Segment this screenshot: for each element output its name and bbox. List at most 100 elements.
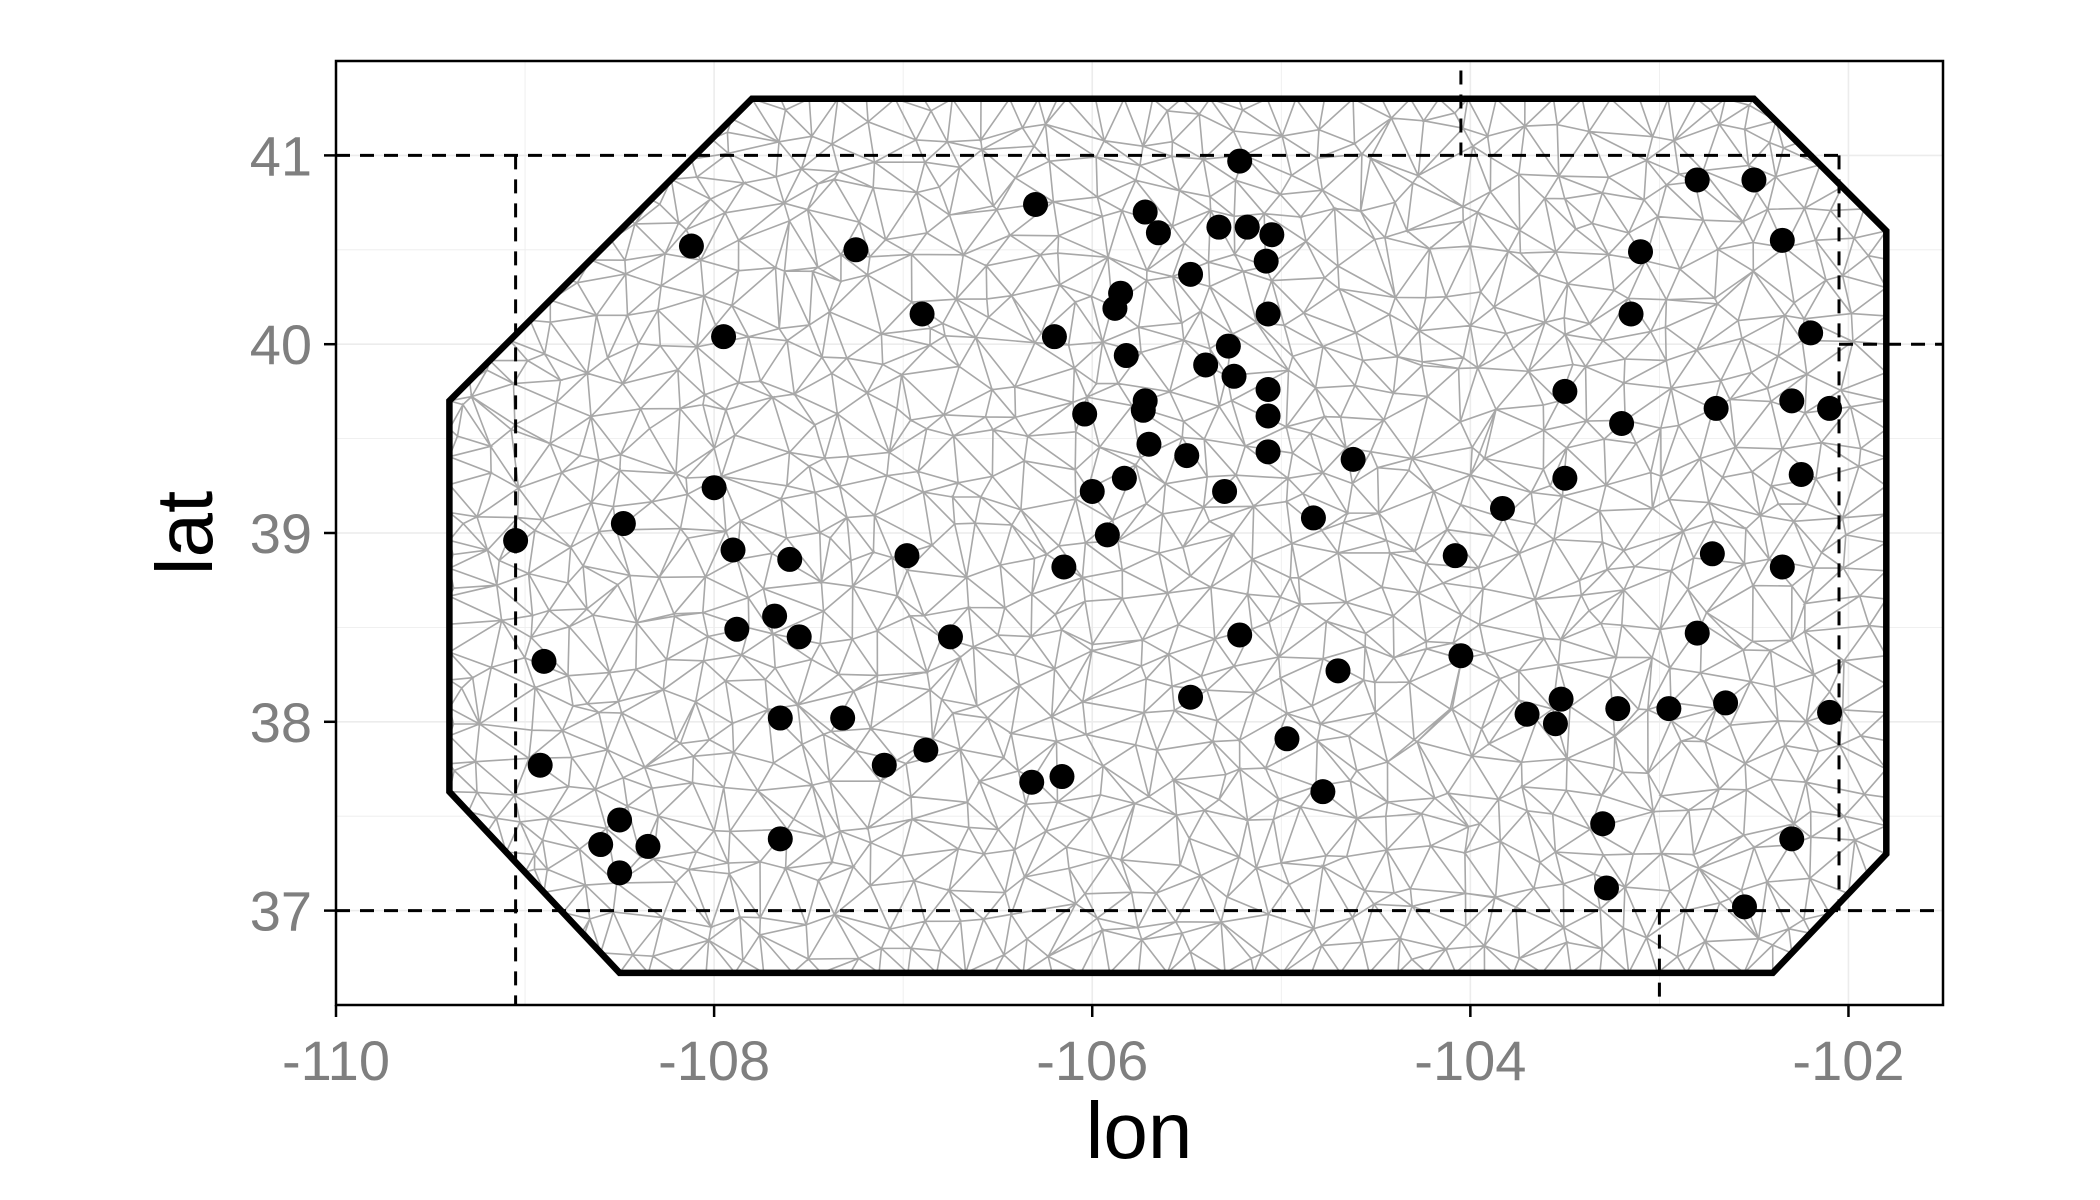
x-tick-label: -106 — [1036, 1029, 1148, 1092]
x-tick-label: -102 — [1792, 1029, 1904, 1092]
triangulation-mesh — [446, 95, 1889, 976]
data-point — [720, 537, 746, 563]
x-axis-title: lon — [1086, 1086, 1193, 1175]
mesh-boundary — [446, 95, 1890, 977]
y-tick-label: 37 — [250, 880, 312, 943]
data-point — [1713, 690, 1739, 716]
data-point — [767, 705, 793, 731]
data-point — [786, 624, 812, 650]
data-point — [1684, 620, 1710, 646]
axes: -110 -108 -106 -104 -102 37 38 39 40 41 — [250, 124, 1905, 1092]
data-point — [1227, 148, 1253, 174]
data-point — [1788, 461, 1814, 487]
data-point — [1215, 333, 1241, 359]
mesh-edges — [446, 95, 1889, 976]
data-point — [701, 475, 727, 501]
data-point — [1274, 726, 1300, 752]
x-tick-label: -110 — [282, 1029, 390, 1092]
data-point — [1442, 543, 1468, 569]
data-point — [1817, 395, 1843, 421]
y-tick-label: 39 — [250, 502, 312, 565]
data-point — [1255, 301, 1281, 327]
data-point — [1552, 378, 1578, 404]
data-point — [1300, 505, 1326, 531]
data-point — [909, 301, 935, 327]
data-point — [1212, 478, 1238, 504]
data-point — [1448, 643, 1474, 669]
data-point — [1132, 199, 1158, 225]
data-point — [1227, 622, 1253, 648]
x-tick-label: -108 — [658, 1029, 770, 1092]
data-point — [1593, 875, 1619, 901]
data-point — [871, 752, 897, 778]
data-point — [711, 324, 737, 350]
data-point — [1628, 239, 1654, 265]
data-point — [1094, 522, 1120, 548]
data-point — [607, 860, 633, 886]
data-point — [777, 546, 803, 572]
data-point — [1779, 826, 1805, 852]
data-point — [1102, 295, 1128, 321]
data-point — [1234, 214, 1260, 240]
data-point — [610, 511, 636, 537]
data-point — [762, 603, 788, 629]
y-tick-label: 40 — [250, 313, 312, 376]
data-point — [1019, 769, 1045, 795]
data-point — [843, 237, 869, 263]
data-point — [1255, 439, 1281, 465]
y-tick-label: 38 — [250, 691, 312, 754]
data-point — [724, 616, 750, 642]
data-point — [1113, 343, 1139, 369]
data-point — [1684, 167, 1710, 193]
data-point — [1253, 248, 1279, 274]
data-point — [1259, 222, 1285, 248]
data-point — [1489, 495, 1515, 521]
data-point — [1221, 363, 1247, 389]
data-point — [607, 807, 633, 833]
data-point — [1514, 701, 1540, 727]
x-tick-label: -104 — [1414, 1029, 1526, 1092]
data-point — [678, 233, 704, 259]
data-point — [1178, 261, 1204, 287]
data-point — [1798, 320, 1824, 346]
data-point — [1310, 779, 1336, 805]
data-point — [531, 648, 557, 674]
data-point — [1174, 443, 1200, 469]
data-point — [1051, 554, 1077, 580]
data-point — [1552, 465, 1578, 491]
data-point — [1769, 227, 1795, 253]
data-point — [1255, 377, 1281, 403]
y-tick-label: 41 — [250, 124, 312, 187]
data-point — [1145, 220, 1171, 246]
data-point — [1817, 699, 1843, 725]
data-point — [1340, 446, 1366, 472]
data-point — [1618, 301, 1644, 327]
data-points — [503, 148, 1843, 920]
data-point — [1049, 764, 1075, 790]
data-point — [894, 543, 920, 569]
data-point — [1741, 167, 1767, 193]
data-point — [830, 705, 856, 731]
data-point — [1325, 658, 1351, 684]
data-point — [1255, 403, 1281, 429]
data-point — [635, 833, 661, 859]
data-point — [1548, 686, 1574, 712]
data-point — [1542, 711, 1568, 737]
data-point — [1041, 324, 1067, 350]
data-point — [1023, 191, 1049, 217]
data-point — [1769, 554, 1795, 580]
data-point — [1193, 352, 1219, 378]
data-point — [1206, 214, 1232, 240]
data-point — [1656, 696, 1682, 722]
data-point — [1178, 684, 1204, 710]
data-point — [588, 832, 614, 858]
mesh-boundary-outline — [446, 95, 1890, 977]
data-point — [1609, 410, 1635, 436]
data-point — [767, 826, 793, 852]
data-point — [937, 624, 963, 650]
data-point — [1111, 465, 1137, 491]
data-point — [1130, 397, 1156, 423]
data-point — [1590, 811, 1616, 837]
